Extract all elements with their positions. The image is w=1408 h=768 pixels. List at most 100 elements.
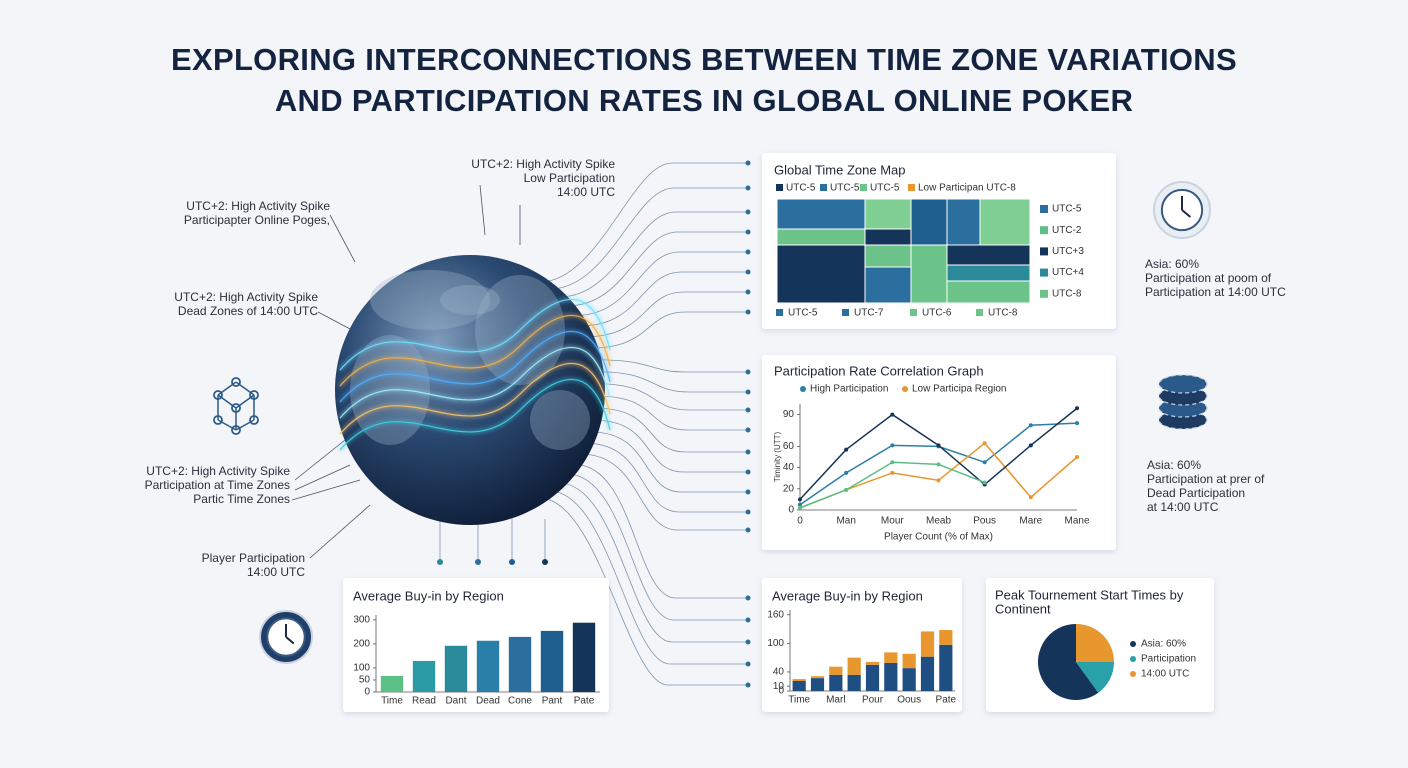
legend-label: UTC-8	[988, 308, 1018, 319]
point	[1028, 443, 1033, 448]
legend-label: Asia: 60%	[1141, 639, 1186, 650]
connector-dot	[745, 249, 751, 255]
connector-dot	[475, 559, 481, 565]
panel-title: Average Buy-in by Region	[772, 588, 923, 603]
bar-segment	[847, 674, 861, 691]
annotation: 14:00 UTC	[247, 565, 305, 579]
connector-dot	[745, 269, 751, 275]
point	[1028, 423, 1033, 428]
legend-swatch	[976, 309, 983, 316]
legend-label: UTC-2	[1052, 225, 1082, 236]
map-tile	[864, 198, 912, 230]
x-tick-label: Read	[412, 696, 436, 707]
point	[936, 462, 941, 467]
connector-dot	[745, 639, 751, 645]
bar	[412, 660, 436, 692]
network-edge	[217, 394, 237, 409]
pie-slice	[1037, 624, 1099, 700]
point	[890, 460, 895, 465]
point	[890, 470, 895, 475]
bar	[508, 636, 532, 692]
bar-segment	[920, 656, 935, 691]
point	[844, 470, 849, 475]
y-tick-label: 100	[767, 638, 784, 649]
bar-segment	[902, 653, 916, 669]
wave	[339, 314, 611, 387]
point	[890, 412, 895, 417]
continent	[370, 270, 490, 330]
y-tick-label: 10	[773, 681, 785, 692]
connector-dot	[745, 229, 751, 235]
map-tile	[910, 244, 948, 304]
legend-label: UTC-5	[1052, 204, 1082, 215]
connector	[594, 419, 748, 473]
x-tick-label: Pate	[936, 695, 957, 706]
connector-dot	[745, 595, 751, 601]
y-tick-label: 40	[773, 667, 785, 678]
map-tile	[864, 244, 912, 268]
bar	[476, 640, 500, 692]
x-tick-label: Dead	[476, 696, 500, 707]
map-tile	[864, 228, 912, 246]
y-tick-label: 200	[353, 639, 370, 650]
legend-label: High Participation	[810, 384, 888, 395]
point	[1028, 495, 1033, 500]
connector-dot	[745, 427, 751, 433]
y-tick-label: 0	[788, 505, 794, 516]
point	[982, 480, 987, 485]
annotation: Dead Participation	[1147, 486, 1245, 500]
legend-swatch	[1040, 289, 1048, 298]
bar-segment	[829, 666, 843, 675]
bar-segment	[865, 661, 880, 665]
legend-dot	[902, 386, 908, 392]
connector-dot	[745, 661, 751, 667]
bar-segment	[810, 678, 825, 691]
connector-dot	[745, 160, 751, 166]
connector	[586, 291, 748, 338]
panel-title: Peak Tournement Start Times by	[995, 587, 1184, 602]
bar-segment	[792, 680, 806, 691]
connector-dot	[745, 369, 751, 375]
connector	[566, 231, 748, 307]
legend-swatch	[842, 309, 849, 316]
annotation: UTC+2: High Activity Spike	[146, 464, 290, 478]
bar-segment	[920, 631, 935, 657]
connector-dot	[542, 559, 548, 565]
legend-swatch	[1040, 247, 1048, 256]
bar-segment	[792, 679, 806, 681]
panel	[762, 355, 1116, 550]
connector-dot	[745, 449, 751, 455]
connector	[598, 383, 748, 411]
point	[844, 487, 849, 492]
legend-swatch	[820, 184, 827, 191]
legend-label: UTC+4	[1052, 267, 1084, 278]
x-tick-label: Meab	[926, 516, 951, 527]
x-tick-label: Pour	[862, 695, 884, 706]
bar-segment	[902, 668, 916, 691]
annotation: at 14:00 UTC	[1147, 500, 1219, 514]
legend-swatch	[1040, 268, 1048, 277]
title-line: EXPLORING INTERCONNECTIONS BETWEEN TIME …	[171, 42, 1237, 77]
x-tick-label: Pate	[574, 696, 595, 707]
point	[1075, 406, 1079, 411]
x-tick-label: Mare	[1019, 516, 1042, 527]
annotation: Participation at prer of	[1147, 472, 1265, 486]
annotation: 14:00 UTC	[557, 185, 615, 199]
connector	[558, 211, 748, 298]
bar	[572, 622, 596, 692]
y-tick-label: 300	[353, 614, 370, 625]
point	[798, 502, 802, 507]
x-tick-label: Oous	[897, 695, 921, 706]
network-edge	[235, 381, 255, 396]
legend-label: UTC-7	[854, 308, 884, 319]
annotation: Player Participation	[202, 551, 305, 565]
network-edge	[235, 419, 255, 431]
legend-label: Low Participa Region	[912, 384, 1007, 395]
wave	[339, 298, 611, 371]
point	[936, 478, 941, 483]
x-tick-label: Mane	[1064, 516, 1089, 527]
y-tick-label: 160	[767, 609, 784, 620]
legend-label: UTC+3	[1052, 246, 1084, 257]
annotation: Participapter Online Poges,	[184, 213, 330, 227]
connector	[586, 442, 748, 513]
